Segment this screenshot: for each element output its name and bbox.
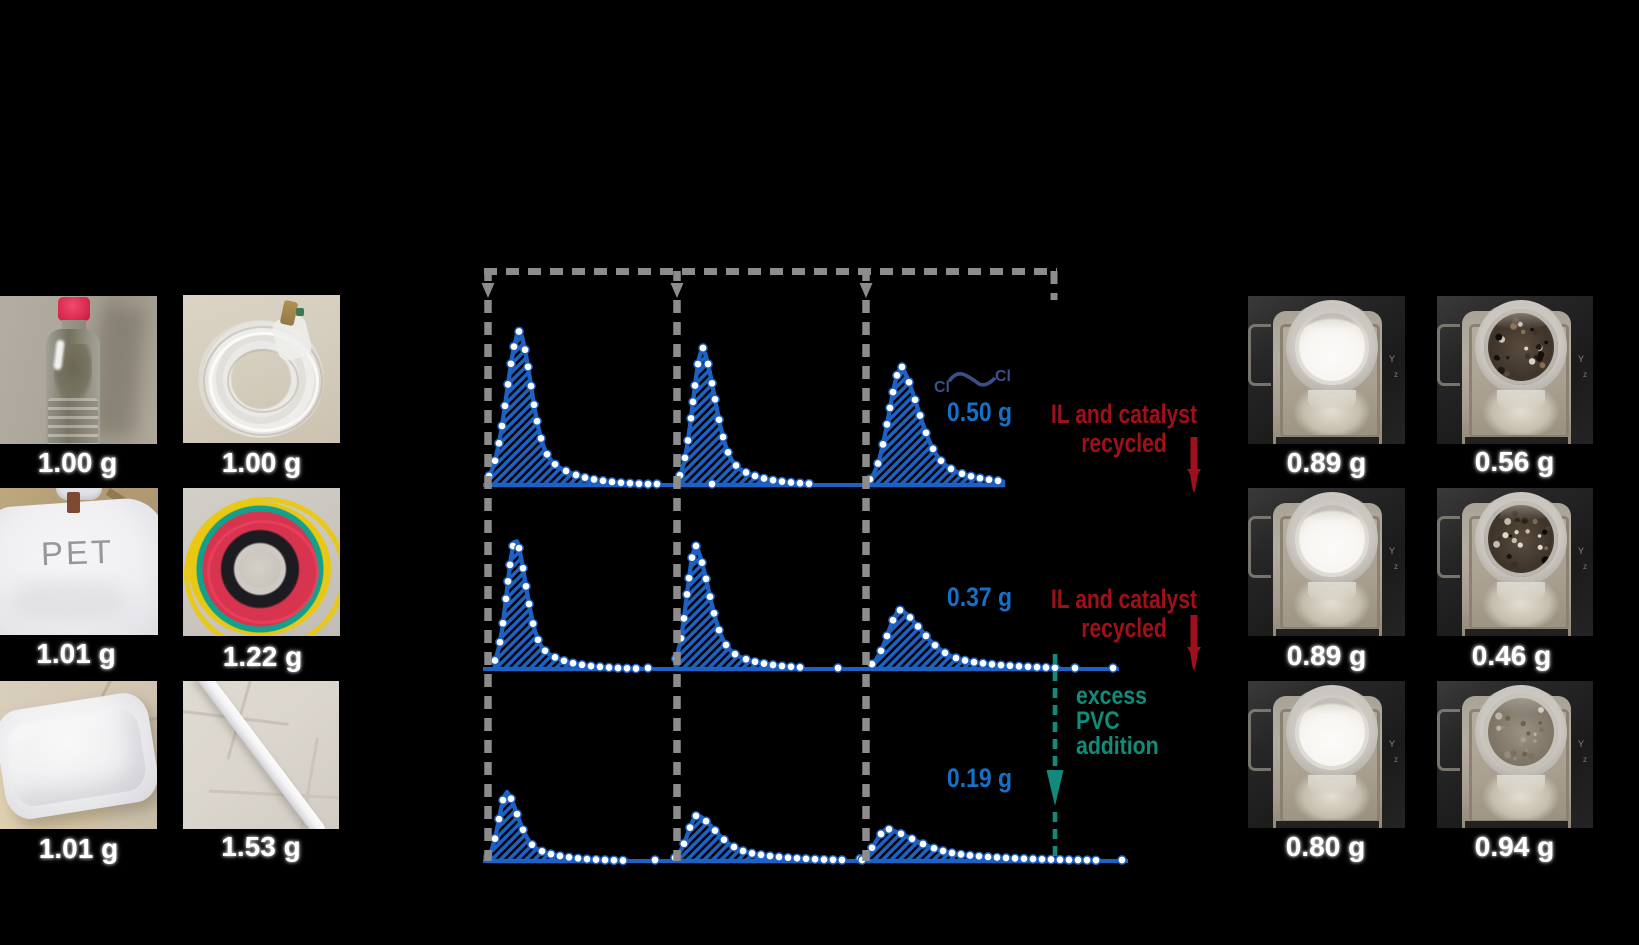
svg-text:Cl: Cl [934, 379, 950, 396]
svg-text:Cl: Cl [995, 368, 1011, 385]
